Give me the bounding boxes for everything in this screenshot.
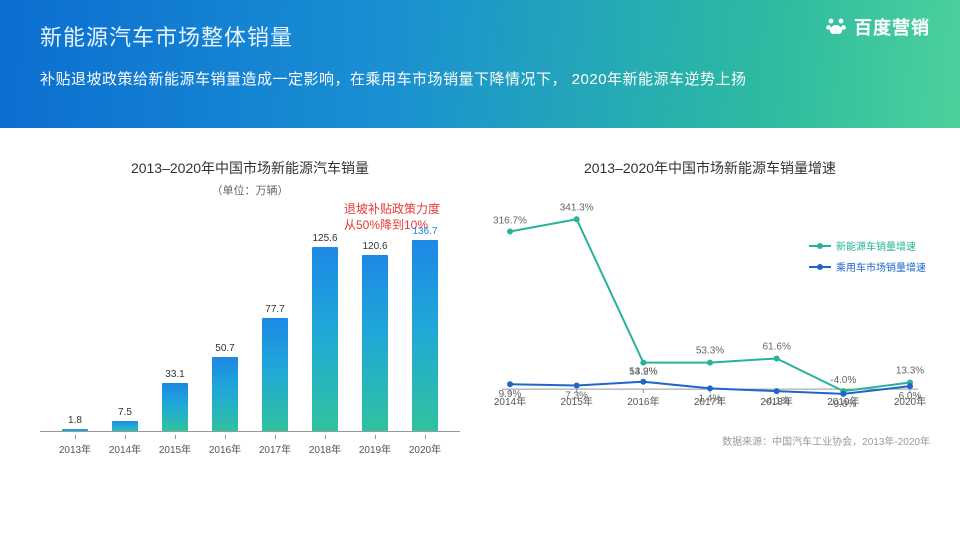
bar-cell: 77.7 — [250, 226, 300, 432]
page-title: 新能源汽车市场整体销量 — [40, 20, 920, 52]
svg-text:9.9%: 9.9% — [499, 389, 522, 400]
svg-text:341.3%: 341.3% — [560, 202, 594, 213]
bar-cell: 7.5 — [100, 226, 150, 432]
svg-text:13.3%: 13.3% — [896, 365, 924, 376]
svg-text:-9.6%: -9.6% — [830, 399, 856, 410]
legend-label: 新能源车销量增速 — [836, 238, 916, 253]
svg-text:-4.1%: -4.1% — [764, 396, 790, 407]
brand-logo-text: 百度营销 — [854, 14, 930, 40]
data-source: 数据来源：中国汽车工业协会，2013年-2020年 — [722, 433, 930, 448]
bar-tick: 2019年 — [350, 435, 400, 456]
bar-cell: 33.1 — [150, 226, 200, 432]
bar-chart-title: 2013–2020年中国市场新能源汽车销量 — [30, 158, 470, 178]
legend-item: 乘用车市场销量增速 — [809, 259, 926, 274]
bar-value-label: 7.5 — [118, 407, 132, 418]
svg-text:14.9%: 14.9% — [629, 367, 657, 378]
brand-logo: 百度营销 — [824, 14, 930, 40]
bar-tick: 2014年 — [100, 435, 150, 456]
bar-chart-panel: 2013–2020年中国市场新能源汽车销量 （单位：万辆） 退坡补贴政策力度 从… — [30, 158, 470, 456]
bar-value-label: 50.7 — [215, 343, 234, 354]
svg-text:61.6%: 61.6% — [762, 341, 790, 352]
page-subtitle: 补贴退坡政策给新能源车销量造成一定影响，在乘用车市场销量下降情况下， 2020年… — [40, 68, 920, 89]
bar-tick: 2013年 — [50, 435, 100, 456]
svg-text:2016年: 2016年 — [627, 395, 659, 408]
header-banner: 新能源汽车市场整体销量 补贴退坡政策给新能源车销量造成一定影响，在乘用车市场销量… — [0, 0, 960, 128]
content-area: 2013–2020年中国市场新能源汽车销量 （单位：万辆） 退坡补贴政策力度 从… — [0, 128, 960, 456]
annotation-line1: 退坡补贴政策力度 — [344, 202, 440, 218]
line-chart: 2014年2015年2016年2017年2018年2019年2020年316.7… — [490, 190, 930, 440]
svg-text:6.0%: 6.0% — [899, 391, 922, 402]
bar-cell: 136.7 — [400, 226, 450, 432]
bar-cell: 50.7 — [200, 226, 250, 432]
bar-tick: 2017年 — [250, 435, 300, 456]
legend-swatch — [809, 245, 831, 247]
bar-tick: 2018年 — [300, 435, 350, 456]
bar-value-label: 33.1 — [165, 369, 184, 380]
svg-text:-4.0%: -4.0% — [830, 375, 856, 386]
bar-value-label: 1.8 — [68, 415, 82, 426]
bar — [212, 357, 238, 432]
bar-axis-line — [40, 431, 460, 432]
bar-tick: 2015年 — [150, 435, 200, 456]
line-chart-legend: 新能源车销量增速乘用车市场销量增速 — [809, 238, 926, 280]
bar-value-label: 136.7 — [412, 226, 437, 237]
legend-swatch — [809, 266, 831, 268]
svg-text:7.3%: 7.3% — [565, 390, 588, 401]
bar-tick: 2020年 — [400, 435, 450, 456]
svg-text:316.7%: 316.7% — [493, 216, 527, 227]
bar-value-label: 77.7 — [265, 304, 284, 315]
line-chart-panel: 2013–2020年中国市场新能源车销量增速 2014年2015年2016年20… — [490, 158, 930, 456]
bar — [362, 255, 388, 432]
legend-label: 乘用车市场销量增速 — [836, 259, 926, 274]
paw-icon — [824, 15, 848, 39]
bar — [312, 247, 338, 432]
bar-value-label: 120.6 — [362, 241, 387, 252]
bar — [262, 318, 288, 432]
svg-text:1.4%: 1.4% — [699, 393, 722, 404]
bar-value-label: 125.6 — [312, 233, 337, 244]
bar-chart-unit: （单位：万辆） — [30, 182, 470, 198]
bar — [412, 240, 438, 432]
bar — [162, 383, 188, 432]
bar-cell: 120.6 — [350, 226, 400, 432]
line-chart-title: 2013–2020年中国市场新能源车销量增速 — [490, 158, 930, 178]
bar-cell: 1.8 — [50, 226, 100, 432]
bar-cell: 125.6 — [300, 226, 350, 432]
svg-text:53.3%: 53.3% — [696, 346, 724, 357]
bar-tick: 2016年 — [200, 435, 250, 456]
bar-chart: 1.87.533.150.777.7125.6120.6136.7 2013年2… — [30, 226, 470, 456]
legend-item: 新能源车销量增速 — [809, 238, 926, 253]
